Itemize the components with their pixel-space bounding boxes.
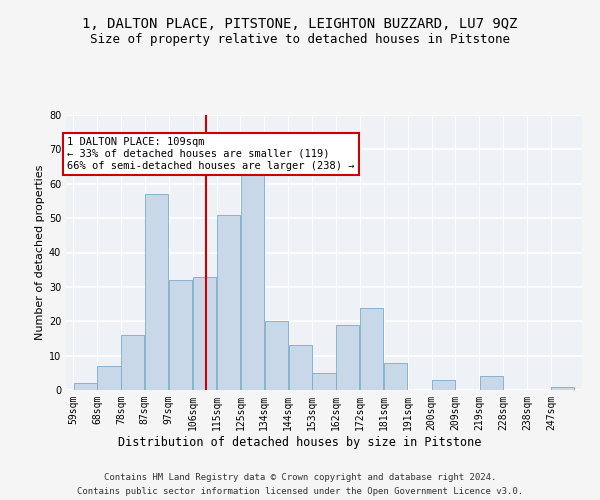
Text: Distribution of detached houses by size in Pitstone: Distribution of detached houses by size … xyxy=(118,436,482,449)
Text: Size of property relative to detached houses in Pitstone: Size of property relative to detached ho… xyxy=(90,32,510,46)
Bar xyxy=(551,386,574,390)
Bar xyxy=(289,346,311,390)
Text: Contains public sector information licensed under the Open Government Licence v3: Contains public sector information licen… xyxy=(77,486,523,496)
Bar xyxy=(265,322,288,390)
Text: 1, DALTON PLACE, PITSTONE, LEIGHTON BUZZARD, LU7 9QZ: 1, DALTON PLACE, PITSTONE, LEIGHTON BUZZ… xyxy=(82,18,518,32)
Bar xyxy=(145,194,169,390)
Bar xyxy=(74,383,97,390)
Text: Contains HM Land Registry data © Crown copyright and database right 2024.: Contains HM Land Registry data © Crown c… xyxy=(104,473,496,482)
Bar xyxy=(384,362,407,390)
Bar xyxy=(217,214,240,390)
Bar xyxy=(360,308,383,390)
Bar xyxy=(97,366,121,390)
Text: 1 DALTON PLACE: 109sqm
← 33% of detached houses are smaller (119)
66% of semi-de: 1 DALTON PLACE: 109sqm ← 33% of detached… xyxy=(67,138,355,170)
Bar xyxy=(479,376,503,390)
Y-axis label: Number of detached properties: Number of detached properties xyxy=(35,165,44,340)
Bar xyxy=(337,324,359,390)
Bar xyxy=(169,280,192,390)
Bar xyxy=(121,335,145,390)
Bar xyxy=(241,170,264,390)
Bar xyxy=(193,276,216,390)
Bar xyxy=(432,380,455,390)
Bar xyxy=(313,373,335,390)
